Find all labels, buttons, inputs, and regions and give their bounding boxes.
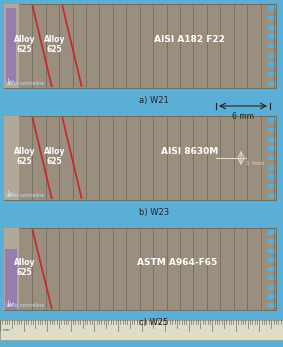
Text: Weld centreline: Weld centreline [6, 303, 44, 308]
Text: Weld centreline: Weld centreline [6, 81, 44, 86]
Bar [268, 303, 276, 308]
Bar [268, 184, 276, 188]
Bar [268, 156, 276, 160]
Bar [268, 230, 276, 235]
Text: c) W25: c) W25 [139, 318, 168, 327]
Text: b) W23: b) W23 [139, 208, 169, 217]
Bar [4, 116, 276, 200]
Bar [268, 118, 276, 123]
Bar [268, 165, 276, 170]
Bar [268, 248, 276, 253]
Text: AISI 8630M: AISI 8630M [161, 147, 218, 156]
Bar [268, 285, 276, 289]
Bar [268, 174, 276, 179]
Text: Weld centreline: Weld centreline [6, 193, 44, 198]
Bar [268, 72, 276, 76]
Bar [6, 8, 16, 84]
Text: Alloy
625: Alloy 625 [44, 35, 65, 54]
Text: mm: mm [3, 328, 11, 332]
Bar [4, 116, 19, 200]
Bar [268, 257, 276, 262]
Bar [268, 276, 276, 280]
Text: Alloy
625: Alloy 625 [14, 147, 35, 166]
Bar [4, 4, 276, 88]
Text: 6 mm: 6 mm [232, 112, 254, 121]
Bar [268, 62, 276, 67]
Bar [268, 267, 276, 271]
Text: Alloy
625: Alloy 625 [44, 147, 65, 166]
Bar [4, 4, 19, 88]
Bar [268, 16, 276, 20]
Bar [268, 44, 276, 48]
Bar [268, 137, 276, 142]
Bar [268, 128, 276, 132]
Text: AISI A182 F22: AISI A182 F22 [154, 35, 225, 44]
Bar [268, 81, 276, 86]
Bar [268, 294, 276, 299]
Bar [268, 239, 276, 244]
Bar [4, 228, 276, 310]
Bar [268, 25, 276, 29]
Bar [268, 53, 276, 58]
Text: a) W21: a) W21 [139, 95, 168, 104]
Bar [5, 248, 17, 310]
Bar [268, 6, 276, 11]
Text: ASTM A964-F65: ASTM A964-F65 [138, 258, 218, 267]
Text: 1 mm: 1 mm [246, 161, 264, 166]
Bar [0, 320, 283, 340]
Bar [4, 228, 19, 310]
Text: Alloy
625: Alloy 625 [14, 35, 35, 54]
Bar [268, 193, 276, 198]
Bar [268, 146, 276, 151]
Text: Alloy
625: Alloy 625 [14, 258, 35, 277]
Bar [268, 34, 276, 39]
